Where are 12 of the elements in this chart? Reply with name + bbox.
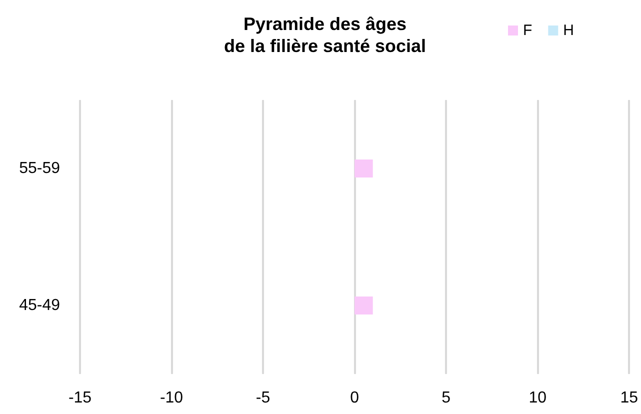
x-tick-label: 5	[442, 390, 451, 406]
x-tick-label: 0	[350, 390, 360, 406]
legend-label: F	[523, 22, 532, 39]
x-tick-label: -15	[68, 390, 92, 406]
y-tick-label: 45-49	[19, 297, 60, 314]
legend-label: H	[563, 22, 574, 39]
x-tick-label: -10	[160, 390, 184, 406]
chart-title: Pyramide des âges de la filière santé social	[224, 14, 426, 56]
x-tick-label: -5	[256, 390, 270, 406]
x-tick-label: 10	[528, 390, 547, 406]
x-tick-label: 15	[620, 390, 638, 406]
y-tick-label: 55-59	[19, 160, 60, 177]
